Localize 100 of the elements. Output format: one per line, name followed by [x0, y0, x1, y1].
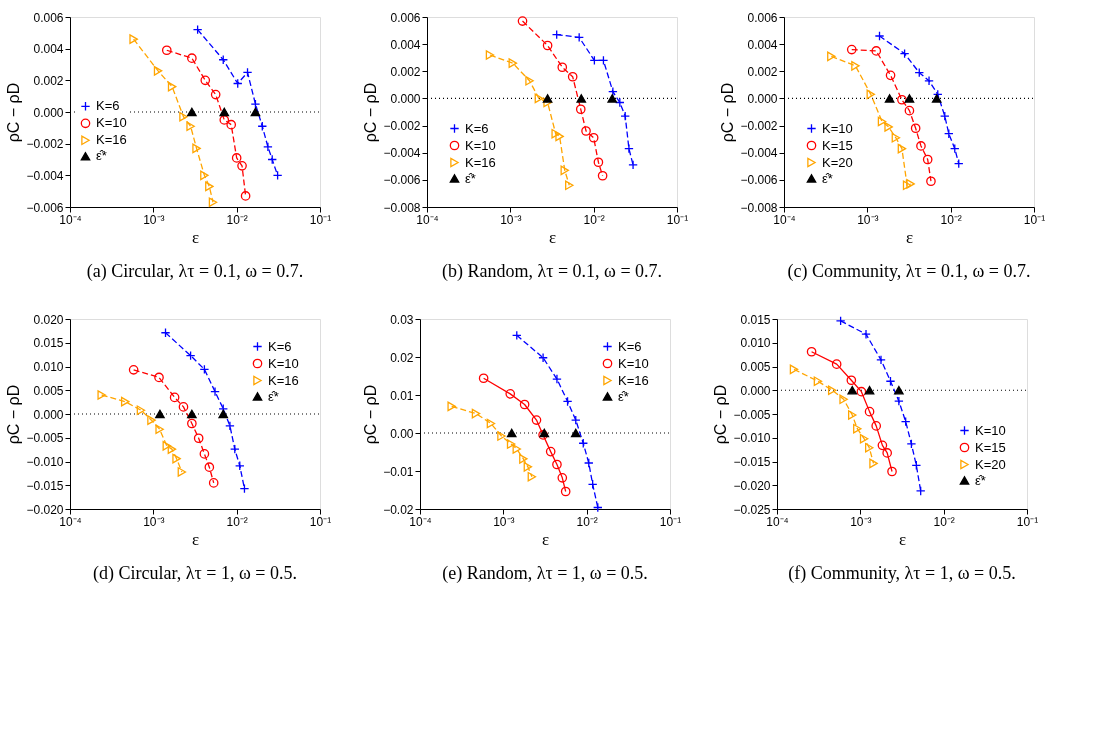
- y-tick-label: 0.004: [747, 37, 778, 52]
- x-tick-label: 10⁻¹: [1023, 212, 1046, 227]
- y-axis-title: ρC − ρD: [712, 384, 730, 445]
- x-axis-title: ε: [548, 227, 557, 247]
- legend-label: K=20: [975, 456, 1006, 472]
- legend-label: K=6: [618, 338, 642, 354]
- y-tick-label: −0.006: [26, 200, 64, 215]
- legend-label: K=6: [465, 120, 489, 136]
- y-axis-title: ρC − ρD: [362, 82, 380, 143]
- y-tick-label: −0.020: [26, 502, 64, 517]
- text: (d) Circular, λτ = 1, ω = 0.5.: [93, 563, 297, 584]
- y-tick-label: −0.004: [740, 146, 778, 161]
- y-tick-label: 0.010: [33, 360, 64, 374]
- y-tick-label: 0.010: [740, 336, 771, 351]
- x-tick-label: 10⁻³: [143, 212, 165, 227]
- y-tick-label: 0.004: [390, 37, 421, 52]
- x-tick-label: 10⁻⁴: [773, 212, 796, 227]
- y-tick-label: −0.005: [26, 431, 64, 446]
- y-tick-label: 0.000: [390, 91, 421, 106]
- y-tick-label: −0.010: [733, 431, 771, 446]
- x-tick-label: 10⁻²: [933, 514, 955, 529]
- y-tick-label: 0.006: [33, 10, 64, 25]
- text: (b) Random, λτ = 0.1, ω = 0.7.: [441, 261, 663, 282]
- x-tick-label: 10⁻⁴: [416, 212, 439, 227]
- legend-label: K=20: [822, 154, 853, 170]
- text: (e) Random, λτ = 1, ω = 0.5.: [442, 563, 648, 584]
- x-tick-label: 10⁻²: [576, 514, 598, 529]
- y-tick-label: −0.025: [733, 502, 771, 517]
- x-tick-label: 10⁻¹: [309, 514, 332, 529]
- y-tick-label: −0.010: [26, 455, 64, 469]
- y-tick-label: −0.006: [740, 173, 778, 188]
- x-tick-label: 10⁻¹: [309, 212, 332, 227]
- y-axis-title: ρC − ρD: [5, 82, 23, 143]
- legend-label: K=16: [96, 132, 127, 148]
- y-tick-label: 0.002: [33, 73, 64, 88]
- text: (c) Community, λτ = 0.1, ω = 0.7.: [787, 261, 1031, 282]
- y-tick-label: −0.008: [740, 200, 778, 215]
- x-tick-label: 10⁻⁴: [409, 514, 432, 529]
- y-tick-label: −0.02: [383, 502, 414, 517]
- y-tick-label: 0.03: [390, 312, 414, 327]
- x-axis-title: ε: [898, 529, 907, 549]
- y-tick-label: −0.015: [733, 455, 771, 469]
- y-tick-label: 0.004: [33, 42, 64, 57]
- legend-label: ε̂*: [465, 170, 476, 186]
- y-tick-label: −0.002: [383, 119, 421, 134]
- y-tick-label: 0.005: [740, 360, 771, 374]
- y-tick-label: 0.006: [747, 10, 778, 25]
- x-tick-label: 10⁻²: [226, 212, 248, 227]
- y-axis-title: ρC − ρD: [5, 384, 23, 445]
- legend-label: K=16: [618, 372, 649, 388]
- y-tick-label: −0.004: [383, 146, 421, 161]
- y-tick-label: 0.000: [33, 407, 64, 422]
- y-tick-label: 0.01: [390, 388, 414, 403]
- legend-label: K=10: [975, 422, 1006, 438]
- y-tick-label: 0.000: [747, 91, 778, 106]
- x-axis-title: ε: [905, 227, 914, 247]
- y-tick-label: 0.015: [740, 312, 771, 327]
- legend-label: K=10: [822, 120, 853, 136]
- legend-label: ε̂*: [96, 148, 107, 164]
- text: (f) Community, λτ = 1, ω = 0.5.: [788, 563, 1016, 584]
- legend-label: ε̂*: [268, 388, 279, 404]
- y-tick-label: 0.000: [740, 383, 771, 398]
- y-tick-label: 0.00: [390, 426, 414, 441]
- y-tick-label: −0.004: [26, 168, 64, 183]
- x-tick-label: 10⁻³: [850, 514, 872, 529]
- legend-label: K=16: [465, 154, 496, 170]
- x-tick-label: 10⁻¹: [1016, 514, 1039, 529]
- legend-label: K=16: [268, 372, 299, 388]
- y-tick-label: 0.015: [33, 336, 64, 351]
- y-tick-label: −0.020: [733, 478, 771, 493]
- legend-label: K=6: [268, 338, 292, 354]
- x-tick-label: 10⁻²: [940, 212, 962, 227]
- legend-label: ε̂*: [822, 170, 833, 186]
- x-axis-title: ε: [191, 227, 200, 247]
- legend-label: K=10: [618, 355, 649, 371]
- legend-label: K=15: [975, 439, 1006, 455]
- x-tick-label: 10⁻¹: [659, 514, 682, 529]
- x-tick-label: 10⁻³: [493, 514, 515, 529]
- y-axis-title: ρC − ρD: [719, 82, 737, 143]
- x-tick-label: 10⁻³: [143, 514, 165, 529]
- legend-label: K=15: [822, 137, 853, 153]
- x-tick-label: 10⁻⁴: [59, 514, 82, 529]
- x-tick-label: 10⁻⁴: [59, 212, 82, 227]
- y-tick-label: −0.006: [383, 173, 421, 188]
- y-tick-label: −0.002: [740, 119, 778, 134]
- legend-label: K=10: [96, 115, 127, 131]
- x-tick-label: 10⁻³: [857, 212, 879, 227]
- y-tick-label: 0.02: [390, 350, 414, 365]
- y-tick-label: 0.020: [33, 312, 64, 327]
- x-tick-label: 10⁻¹: [666, 212, 689, 227]
- y-tick-label: −0.005: [733, 407, 771, 422]
- y-tick-label: 0.002: [747, 64, 778, 79]
- y-tick-label: 0.002: [390, 64, 421, 79]
- y-tick-label: 0.006: [390, 10, 421, 25]
- legend-label: ε̂*: [975, 472, 986, 488]
- x-axis-title: ε: [191, 529, 200, 549]
- x-axis-title: ε: [541, 529, 550, 549]
- y-axis-title: ρC − ρD: [362, 384, 380, 445]
- x-tick-label: 10⁻³: [500, 212, 522, 227]
- y-tick-label: 0.000: [33, 105, 64, 120]
